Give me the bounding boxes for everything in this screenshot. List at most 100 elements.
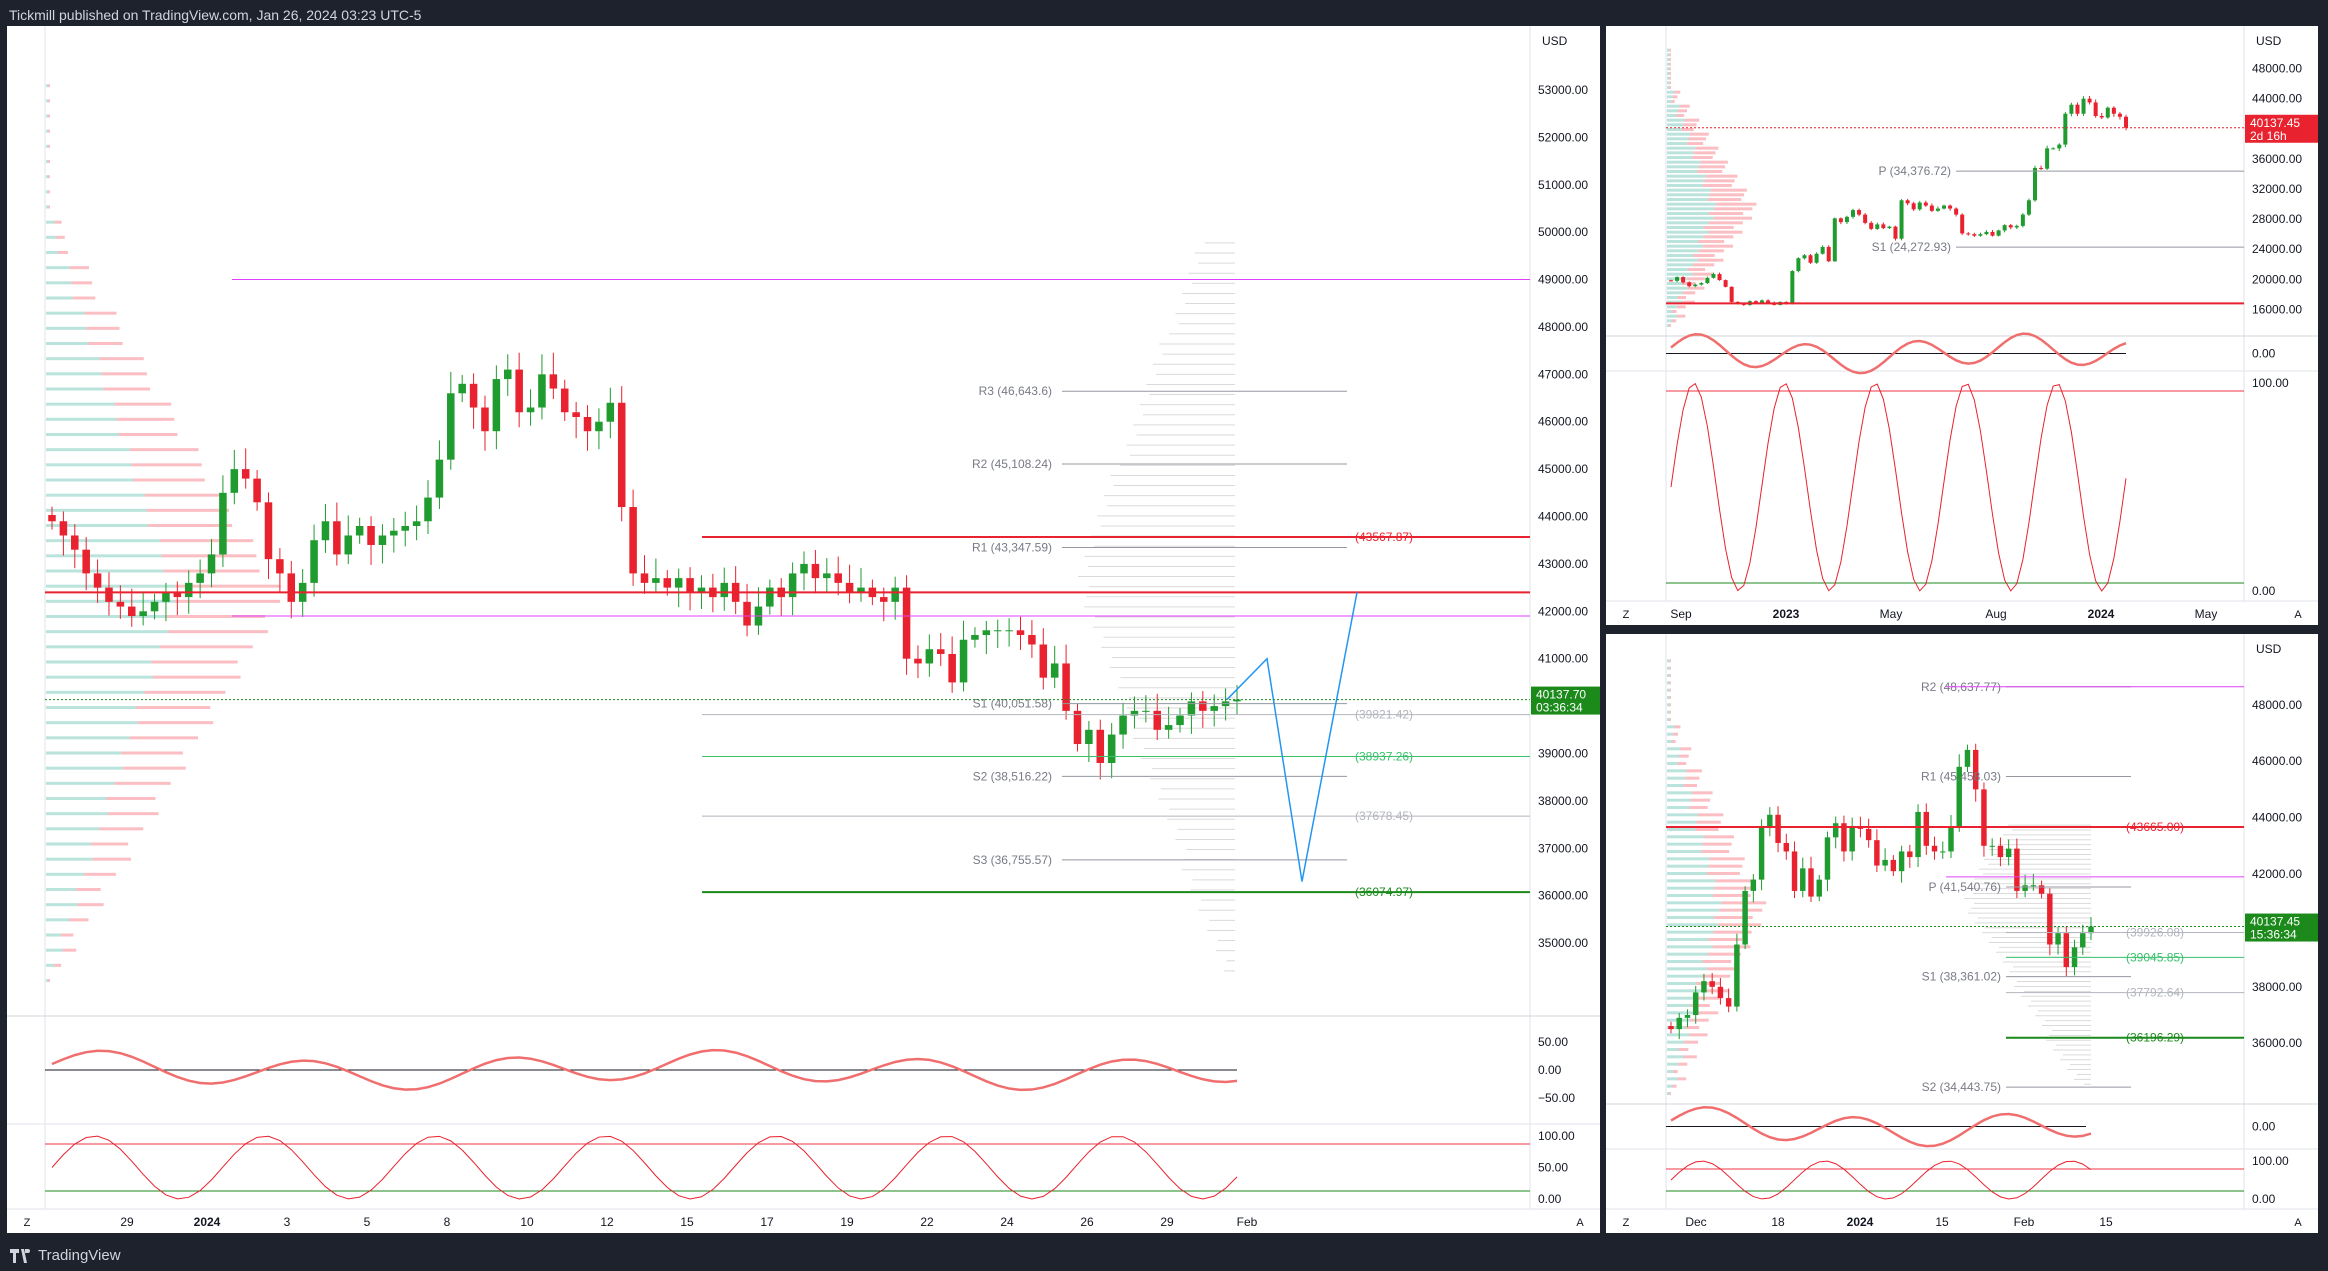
- volume-profile-bar: [116, 417, 175, 421]
- candle-body: [2117, 113, 2122, 117]
- volume-profile-bar: [1667, 820, 1697, 824]
- y-tick-label: 20000.00: [2252, 272, 2302, 286]
- candle-body: [2080, 933, 2086, 948]
- candle-body: [1766, 300, 1771, 303]
- currency-label: USD: [2256, 34, 2282, 48]
- volume-profile-bar: [1667, 193, 1710, 197]
- daily-chart-svg[interactable]: USD48000.0046000.0044000.0042000.0040000…: [1606, 634, 2318, 1233]
- volume-profile-bar: [1672, 310, 1677, 313]
- volume-profile-bar: [1698, 165, 1726, 169]
- volume-profile-bar: [1667, 314, 1678, 318]
- volume-profile-bar: [114, 402, 172, 406]
- candle-body: [1940, 851, 1946, 853]
- candle-body: [1966, 233, 1971, 235]
- volume-profile-bar: [1674, 725, 1681, 729]
- volume-profile-bar: [1687, 286, 1705, 290]
- level-label: (37792.64): [2126, 986, 2184, 1000]
- candle-body: [1863, 214, 1868, 223]
- candle-body: [287, 573, 296, 602]
- candle-body: [1929, 205, 1934, 211]
- candle-body: [2111, 107, 2116, 114]
- volume-profile-bar: [46, 478, 134, 482]
- volume-profile-bar: [46, 129, 49, 133]
- volume-profile-bar: [1667, 784, 1684, 787]
- volume-profile-bar: [1713, 207, 1753, 211]
- volume-profile-bar: [1667, 938, 1709, 941]
- candle-body: [1874, 840, 1880, 866]
- volume-profile-bar: [1667, 732, 1674, 736]
- volume-profile-bar: [1703, 244, 1733, 248]
- volume-profile-bar: [92, 857, 132, 861]
- volume-profile-bar: [1667, 666, 1670, 670]
- weekly-chart-panel[interactable]: USD48000.0044000.0040000.0036000.0032000…: [1606, 26, 2318, 625]
- volume-profile-bar: [1667, 310, 1673, 313]
- volume-profile-bar: [84, 872, 116, 876]
- volume-profile-bar: [46, 448, 130, 452]
- volume-profile-bar: [1692, 791, 1713, 795]
- candle-body: [800, 563, 808, 574]
- candle-body: [310, 540, 318, 583]
- candle-body: [663, 578, 672, 588]
- y-tick-label: 53000.00: [1538, 83, 1588, 97]
- candle-body: [526, 407, 535, 413]
- volume-profile-bar: [1680, 747, 1692, 751]
- main-chart-panel[interactable]: USD 53000.00 52000.00 51000.00 50000.00 49000…: [7, 26, 1600, 1233]
- main-chart-svg[interactable]: USD 53000.00 52000.00 51000.00 50000.00 49000…: [7, 26, 1600, 1233]
- candle-body: [1717, 274, 1722, 281]
- candle-body: [492, 379, 501, 432]
- candle-body: [1989, 845, 1995, 847]
- volume-profile-bar: [46, 311, 85, 315]
- candle-body: [1907, 851, 1913, 858]
- candle-body: [1899, 200, 1904, 239]
- candle-body: [686, 578, 694, 593]
- candle-body: [697, 587, 706, 593]
- volume-profile-bar: [1667, 916, 1715, 919]
- candle-body: [401, 526, 409, 531]
- candle-body: [1210, 706, 1218, 711]
- volume-profile-bar: [46, 797, 107, 800]
- volume-profile-bar: [77, 903, 104, 907]
- candle-body: [1701, 981, 1707, 993]
- y-tick-label: 32000.00: [2252, 182, 2302, 196]
- x-tick-label: 2024: [1847, 1215, 1874, 1229]
- volume-profile-bar: [166, 615, 266, 618]
- volume-profile-bar: [69, 266, 90, 270]
- volume-profile-bar: [1667, 674, 1670, 677]
- volume-profile-bar: [1684, 776, 1700, 780]
- volume-profile-bar: [48, 175, 50, 179]
- price-label-box: [2245, 913, 2318, 942]
- candle-body: [2069, 104, 2074, 114]
- candle-body: [1681, 277, 1686, 283]
- volume-profile-bar: [61, 933, 74, 937]
- daily-chart-panel[interactable]: USD48000.0046000.0044000.0042000.0040000…: [1606, 634, 2318, 1233]
- indicator-tick: 50.00: [1538, 1035, 1568, 1049]
- volume-profile-bar: [86, 326, 120, 330]
- volume-profile-bar: [1667, 842, 1703, 846]
- volume-profile-bar: [46, 114, 49, 118]
- volume-profile-bar: [1683, 784, 1697, 787]
- volume-profile-bar: [48, 160, 50, 163]
- volume-profile-bar: [121, 751, 183, 755]
- y-tick-label: 48000.00: [2252, 698, 2302, 712]
- candle-body: [1142, 710, 1150, 712]
- volume-profile-bar: [99, 827, 144, 831]
- candle-body: [1753, 301, 1758, 304]
- candle-body: [333, 521, 341, 555]
- volume-profile-bar: [106, 797, 156, 800]
- y-tick-label: 46000.00: [1538, 415, 1588, 429]
- volume-profile-bar: [159, 645, 253, 649]
- candle-body: [583, 416, 592, 432]
- weekly-chart-svg[interactable]: USD48000.0044000.0040000.0036000.0032000…: [1606, 26, 2318, 625]
- volume-profile-bar: [1695, 1011, 1719, 1015]
- candle-body: [276, 559, 284, 574]
- y-tick-label: 51000.00: [1538, 178, 1588, 192]
- candle-body: [412, 521, 421, 526]
- volume-profile-bar: [1667, 908, 1720, 912]
- volume-profile-bar: [1697, 813, 1724, 817]
- candle-body: [1709, 981, 1715, 987]
- x-tick-label: 17: [760, 1215, 774, 1229]
- volume-profile-bar: [1669, 81, 1671, 85]
- candle-body: [2063, 113, 2068, 145]
- volume-profile-bar: [46, 645, 160, 649]
- volume-profile-bar: [133, 478, 205, 482]
